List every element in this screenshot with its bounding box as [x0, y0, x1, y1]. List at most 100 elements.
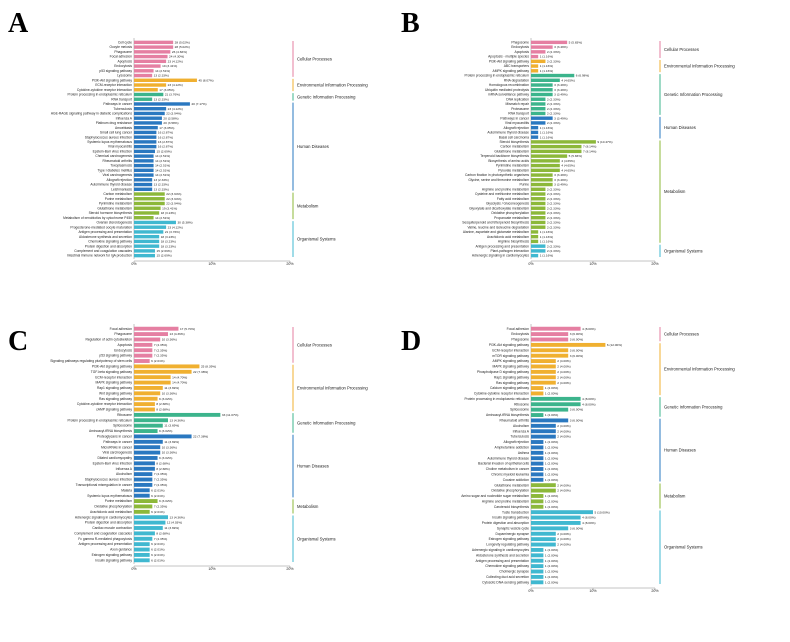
- value-label: 2 (4.00%): [557, 359, 570, 363]
- value-label: 1 (2.00%): [545, 446, 558, 450]
- value-label: 11 (3.69%): [164, 526, 179, 530]
- category-label: Ribosome: [514, 402, 529, 406]
- category-label: Ribosome: [117, 413, 132, 417]
- category-label: Small cell lung cancer: [100, 131, 133, 135]
- group-label: Metabolism: [664, 493, 686, 498]
- value-label: 6 (6.98%): [576, 74, 589, 78]
- bar: [531, 456, 544, 461]
- bar: [134, 412, 221, 417]
- category-label: Phagosome: [114, 50, 132, 54]
- category-label: Carotenoid biosynthesis: [494, 505, 530, 509]
- bar: [134, 159, 154, 163]
- value-label: 22 (3.94%): [166, 197, 181, 201]
- group-label: Human Diseases: [664, 125, 696, 130]
- bar: [134, 220, 176, 225]
- bar: [134, 163, 154, 168]
- value-label: 2 (2.33%): [547, 244, 560, 248]
- category-label: Insulin signaling pathway: [492, 516, 529, 520]
- bar: [134, 178, 153, 182]
- value-label: 3 (6.00%): [570, 526, 583, 530]
- value-label: 1 (2.00%): [545, 499, 558, 503]
- bar: [531, 216, 546, 220]
- bar: [531, 440, 544, 444]
- category-label: Longevity regulating pathway: [486, 543, 529, 547]
- bar: [134, 45, 174, 49]
- panel-letter: C: [8, 326, 28, 357]
- bar: [134, 348, 153, 353]
- value-label: 20 (3.58%): [163, 121, 178, 125]
- category-label: PI3K-Akt signaling pathway: [92, 364, 132, 368]
- panel-a: A 0% 10% 20% Cell cycle 28 (5.02%) Oocyte meio…: [8, 8, 368, 266]
- value-label: 1 (1.16%): [540, 235, 553, 239]
- bar: [531, 135, 539, 139]
- category-label: Oxidative phosphorylation: [491, 211, 529, 215]
- bar: [531, 130, 539, 135]
- category-label: Transcriptional misregulation in cancer: [76, 483, 133, 487]
- group-label: Metabolism: [297, 504, 319, 509]
- value-label: 11 (3.69%): [164, 424, 179, 428]
- category-label: Propanoate metabolism: [494, 216, 529, 220]
- category-label: mTOR signaling pathway: [492, 354, 529, 358]
- bar: [134, 168, 154, 173]
- bar: [531, 461, 544, 466]
- bar: [134, 531, 155, 536]
- value-label: 9 (10.47%): [597, 140, 612, 144]
- value-label: 1 (1.16%): [540, 55, 553, 59]
- category-label: ECM-receptor interaction: [492, 348, 529, 352]
- category-label: ABC transporters: [504, 64, 530, 68]
- category-label: Ras signaling pathway: [496, 381, 529, 385]
- bar: [531, 450, 544, 455]
- group-label: Genetic Information Processing: [297, 94, 356, 99]
- category-label: RNA transport: [508, 112, 529, 116]
- value-label: 6 (2.01%): [151, 558, 164, 562]
- group-label: Metabolism: [297, 203, 319, 208]
- bar: [531, 154, 568, 158]
- bar: [134, 121, 162, 125]
- value-label: 14 (2.51%): [155, 154, 170, 158]
- bar: [134, 482, 153, 487]
- value-label: 4 (8.00%): [582, 402, 595, 406]
- category-label: mRNA surveillance pathway: [488, 93, 529, 97]
- category-label: Tuste transduction: [502, 510, 529, 514]
- value-label: 11 (3.69%): [164, 440, 179, 444]
- bar: [531, 510, 593, 515]
- group-label: Human Diseases: [297, 144, 329, 149]
- value-label: 2 (4.00%): [557, 375, 570, 379]
- panel-d: D 0% 10% 20% Focal adhesion 4 (8.00%) Endocyto…: [401, 324, 735, 593]
- category-label: Cholinergic synapse: [499, 570, 529, 574]
- bar: [134, 552, 150, 557]
- category-label: TGF-beta signaling pathway: [91, 370, 133, 374]
- bar: [531, 515, 581, 520]
- category-label: Aldosterone synthesis and secretion: [476, 553, 529, 557]
- group-label: Cellular Processes: [664, 47, 699, 52]
- bar: [531, 553, 544, 558]
- group-label: Cellular Processes: [664, 332, 699, 337]
- bar: [134, 73, 153, 78]
- bar: [531, 542, 556, 547]
- category-label: Estrogen signaling pathway: [489, 537, 530, 541]
- category-label: Bacterial invasion of epithelial cells: [478, 462, 529, 466]
- group-label: Cellular Processes: [297, 56, 332, 61]
- value-label: 1 (2.00%): [545, 440, 558, 444]
- value-label: 2 (2.33%): [547, 216, 560, 220]
- value-label: 7 (2.35%): [154, 483, 167, 487]
- x-tick-label: 10%: [589, 589, 597, 593]
- bar: [134, 466, 155, 471]
- category-label: Pathways in cancer: [103, 102, 132, 106]
- category-label: Allograft rejection: [107, 178, 133, 182]
- category-label: Antigen processing and presentation: [475, 559, 529, 563]
- bar: [531, 244, 546, 248]
- value-label: 3 (6.00%): [570, 419, 583, 423]
- category-label: Chemokine signaling pathway: [88, 240, 132, 244]
- value-label: 8 (2.68%): [156, 461, 169, 465]
- category-label: Phagosome: [114, 332, 132, 336]
- category-label: Arginine and proline metabolism: [482, 499, 529, 503]
- category-label: Mismatch repair: [506, 102, 530, 106]
- value-label: 7 (2.35%): [154, 348, 167, 352]
- category-label: Purine metabolism: [105, 197, 133, 201]
- bar: [134, 50, 171, 54]
- category-label: Glycolysis / Gluconeogenesis: [486, 202, 529, 206]
- bar: [531, 239, 539, 244]
- value-label: 1 (2.00%): [545, 467, 558, 471]
